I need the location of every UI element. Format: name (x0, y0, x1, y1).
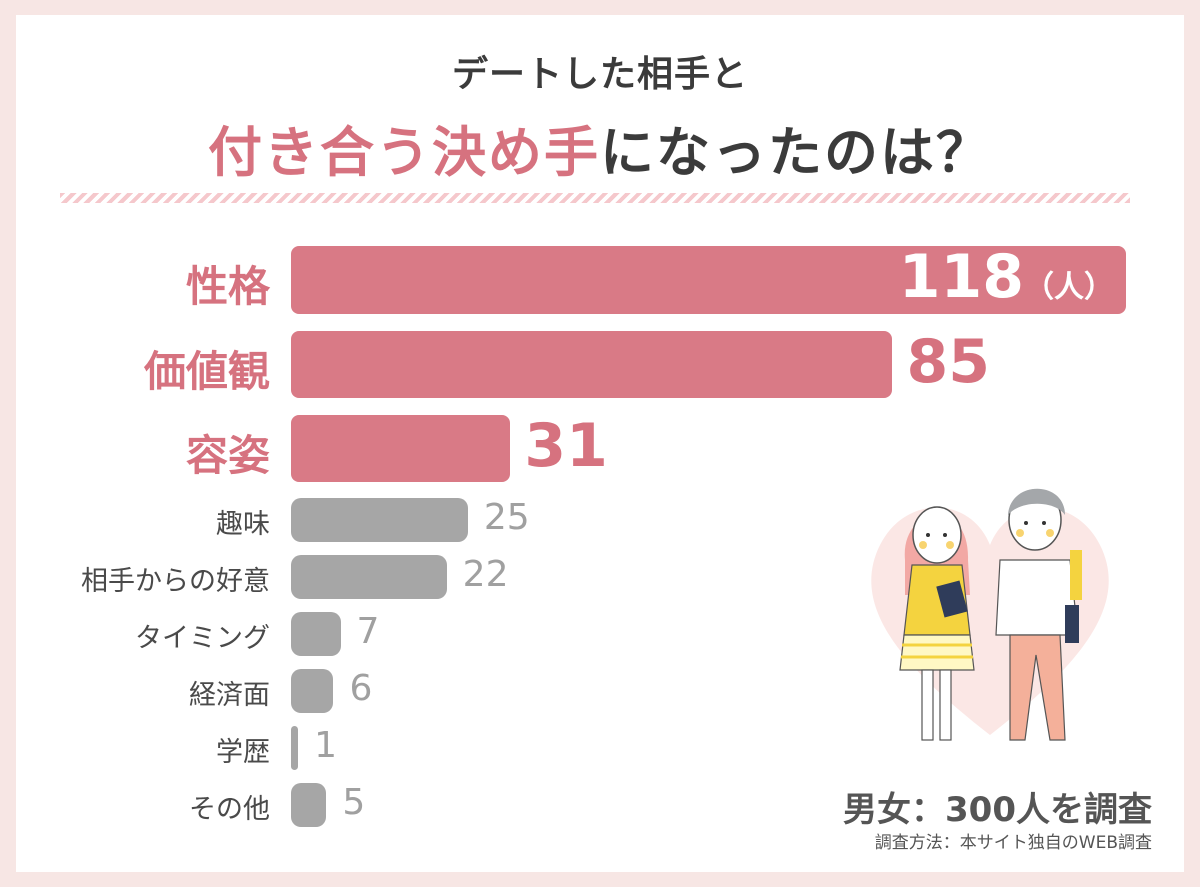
category-label: 相手からの好意 (81, 566, 270, 597)
value-label: 22 (463, 554, 509, 595)
survey-method: 調査方法：本サイト独自のWEB調査 (874, 833, 1152, 853)
value-label: 25 (484, 497, 530, 538)
title-divider (60, 193, 1130, 203)
couple-illustration (871, 488, 1109, 741)
value-number: 6 (349, 668, 373, 709)
category-label: タイミング (135, 623, 270, 654)
value-number: 1 (314, 725, 337, 766)
bar (291, 415, 511, 482)
woman-figure (899, 506, 975, 741)
chart-title-rest: になったのは？ (600, 121, 992, 184)
bar (291, 555, 447, 599)
man-figure (995, 488, 1082, 741)
chart-title-line2: 付き合う決め手になったのは？ (0, 108, 1200, 187)
value-number: 31 (524, 410, 608, 481)
category-label: 性格 (185, 262, 270, 311)
value-label: 5 (342, 782, 365, 823)
value-number: 118 (898, 242, 1024, 312)
category-label: 価値観 (143, 346, 270, 396)
category-label: 学歴 (216, 737, 270, 768)
value-number: 5 (342, 782, 366, 823)
chart-title-line1: デートした相手と (451, 54, 748, 95)
value-label: 31 (524, 411, 608, 481)
category-label: 経済面 (189, 680, 270, 711)
value-number: 7 (356, 611, 380, 652)
bar (291, 669, 334, 713)
category-label: その他 (189, 794, 270, 825)
bar (291, 783, 327, 827)
bar (291, 246, 1126, 314)
bar (291, 726, 299, 770)
bar (291, 612, 341, 656)
value-label: 7 (357, 611, 380, 652)
value-number: 25 (483, 497, 530, 538)
value-label: 118（人） (899, 242, 1114, 312)
value-number: 85 (906, 326, 990, 397)
unit-label: （人） (1024, 270, 1114, 305)
bar (291, 498, 468, 542)
category-label: 趣味 (216, 509, 270, 540)
value-label: 1 (314, 725, 337, 766)
survey-summary: 男女：300人を調査 (843, 790, 1152, 830)
value-label: 6 (349, 668, 372, 709)
bar (291, 331, 893, 398)
value-number: 22 (462, 554, 509, 595)
chart-title-highlight: 付き合う決め手 (208, 121, 600, 184)
value-label: 85 (906, 327, 990, 397)
category-label: 容姿 (185, 430, 270, 480)
